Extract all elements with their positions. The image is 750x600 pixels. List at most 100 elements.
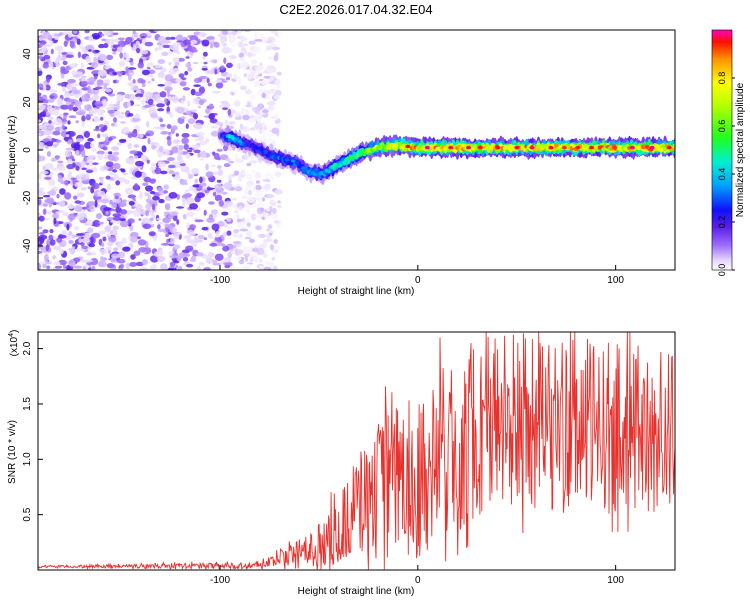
noise-blob (171, 146, 179, 154)
noise-blob (254, 31, 258, 39)
noise-blob (149, 217, 154, 222)
noise-blob (56, 139, 62, 143)
noise-blob (197, 152, 202, 158)
noise-blob (190, 109, 198, 113)
noise-blob (157, 224, 161, 230)
noise-blob (186, 170, 191, 175)
noise-blob (179, 81, 187, 87)
noise-blob (214, 68, 218, 75)
noise-blob (194, 178, 198, 184)
y-tick-label: 1.5 (22, 397, 33, 411)
noise-blob (43, 203, 48, 207)
noise-blob (193, 112, 198, 120)
snr-y-label: SNR (10 * v/v) (7, 420, 18, 484)
noise-blob (166, 88, 170, 96)
noise-blob (199, 158, 204, 161)
noise-blob (81, 238, 91, 244)
noise-blob (234, 186, 243, 192)
y-tick-label: 0.5 (22, 507, 33, 521)
noise-blob (105, 175, 111, 180)
noise-blob (146, 121, 150, 128)
noise-blob (43, 45, 47, 52)
noise-blob (44, 176, 52, 180)
noise-blob (243, 246, 247, 253)
noise-blob (232, 241, 242, 244)
ridge-peak (612, 145, 618, 150)
noise-blob (185, 123, 189, 129)
noise-blob (44, 162, 54, 170)
noise-blob (101, 133, 109, 138)
noise-blob (137, 61, 144, 69)
noise-blob (168, 225, 173, 231)
noise-blob (151, 203, 156, 211)
noise-blob (119, 220, 129, 228)
noise-blob (255, 197, 262, 201)
noise-blob (220, 38, 225, 45)
noise-blob (232, 197, 237, 201)
noise-blob (46, 151, 52, 157)
noise-blob (168, 192, 178, 199)
noise-blob (172, 139, 181, 144)
noise-blob (56, 98, 64, 106)
noise-blob (243, 73, 248, 78)
noise-blob (192, 184, 200, 188)
ridge-peak (548, 145, 554, 150)
noise-blob (181, 133, 190, 138)
colorbar-tick-label: 0.4 (717, 168, 727, 181)
noise-blob (246, 99, 252, 103)
noise-blob (223, 262, 233, 266)
ridge-cell (342, 160, 347, 165)
noise-blob (69, 247, 76, 255)
noise-blob (203, 61, 208, 65)
noise-blob (183, 143, 189, 151)
noise-blob (128, 72, 135, 76)
noise-blob (140, 36, 146, 39)
colorbar-ticks: 0.0 0.2 0.4 0.6 0.8 (717, 72, 735, 276)
noise-blob (228, 249, 233, 252)
noise-blob (274, 79, 280, 85)
noise-blob (156, 103, 165, 108)
noise-blob (99, 248, 108, 255)
ridge-cell (285, 158, 290, 162)
noise-blob (90, 251, 97, 256)
noise-blob (121, 127, 130, 134)
noise-blob (112, 216, 122, 221)
noise-blob (234, 75, 242, 81)
noise-blob (197, 105, 201, 109)
noise-blob (192, 61, 199, 65)
noise-blob (176, 206, 185, 209)
noise-blob (97, 108, 105, 116)
noise-blob (193, 84, 201, 87)
ridge-peak (448, 145, 454, 150)
noise-blob (244, 188, 248, 196)
noise-blob (150, 209, 154, 215)
noise-blob (206, 77, 210, 83)
noise-blob (81, 115, 86, 122)
noise-blob (190, 113, 194, 118)
noise-blob (82, 265, 86, 270)
noise-blob (248, 160, 257, 164)
noise-blob (77, 135, 83, 139)
noise-blob (185, 245, 194, 252)
noise-blob (156, 255, 166, 263)
noise-blob (192, 97, 201, 103)
noise-blob (258, 233, 267, 238)
noise-blob (50, 48, 54, 55)
noise-blob (159, 170, 168, 175)
noise-blob (98, 260, 107, 268)
noise-blob (49, 229, 54, 234)
noise-blob (188, 240, 193, 244)
noise-blob (198, 99, 205, 106)
noise-blob (53, 217, 57, 225)
noise-blob (148, 74, 154, 78)
noise-blob (169, 36, 176, 40)
noise-blob (246, 222, 251, 228)
noise-blob (68, 115, 77, 119)
noise-blob (81, 94, 89, 102)
noise-blob (147, 137, 151, 145)
noise-blob (127, 142, 132, 150)
noise-blob (134, 155, 139, 160)
noise-blob (113, 151, 120, 156)
noise-blob (57, 234, 67, 239)
noise-blob (90, 62, 99, 68)
